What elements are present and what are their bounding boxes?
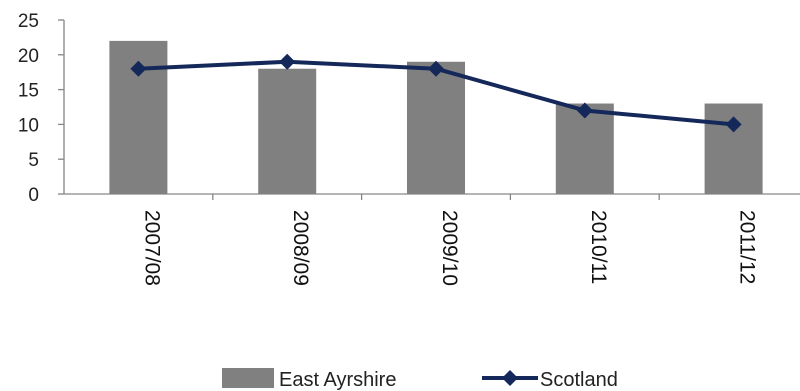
scotland-point <box>576 102 593 119</box>
y-axis-ticks: 0 5 10 15 20 25 <box>18 11 64 206</box>
bar-series-east-ayrshire <box>109 40 763 195</box>
bar-east-ayrshire <box>407 61 465 195</box>
legend-swatch-east-ayrshire <box>222 368 274 388</box>
y-tick-label: 25 <box>18 11 39 32</box>
y-tick-label: 15 <box>18 81 39 102</box>
line-series-scotland <box>130 53 742 133</box>
y-tick-label: 10 <box>18 115 39 136</box>
x-category-label: 2011/12 <box>736 210 759 284</box>
bar-east-ayrshire <box>555 103 614 194</box>
x-axis-labels: 2007/08 2008/09 2009/10 2010/11 2011/12 <box>140 210 758 286</box>
x-category-label: 2007/08 <box>140 210 163 286</box>
legend: East Ayrshire Scotland <box>222 368 618 391</box>
legend-label-scotland: Scotland <box>540 369 618 391</box>
scotland-point <box>130 60 147 77</box>
y-tick-label: 5 <box>28 150 39 171</box>
x-category-label: 2008/09 <box>289 210 312 286</box>
legend-label-east-ayrshire: East Ayrshire <box>279 369 396 391</box>
x-category-label: 2010/11 <box>587 210 610 284</box>
legend-marker-scotland <box>502 370 518 386</box>
bar-east-ayrshire <box>258 68 317 194</box>
scotland-point <box>725 116 742 133</box>
y-tick-label: 20 <box>18 46 39 67</box>
y-tick-label: 0 <box>28 185 39 206</box>
x-category-label: 2009/10 <box>438 210 461 286</box>
scotland-point <box>428 60 444 77</box>
scotland-point <box>279 53 296 70</box>
